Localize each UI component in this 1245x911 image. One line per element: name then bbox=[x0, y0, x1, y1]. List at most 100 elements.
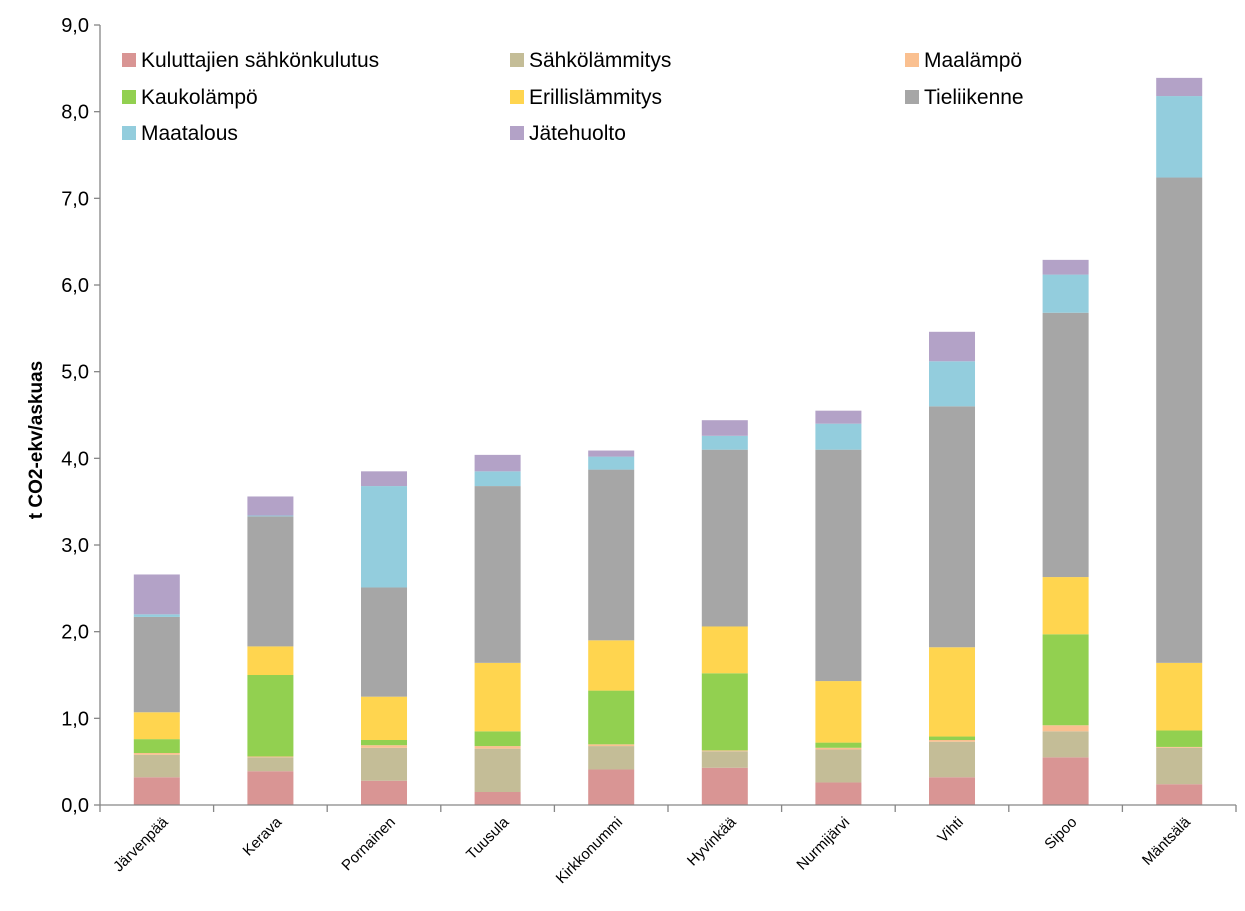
bar-segment-8-2 bbox=[929, 741, 976, 778]
bar-segment-10-6 bbox=[1156, 177, 1203, 663]
legend-label: Kaukolämpö bbox=[141, 86, 258, 109]
bar-segment-5-4 bbox=[588, 690, 635, 745]
bar-segment-3-4 bbox=[361, 740, 408, 746]
bar-segment-9-8 bbox=[1042, 259, 1089, 275]
bar-segment-5-8 bbox=[588, 450, 635, 457]
bar-segment-1-7 bbox=[133, 614, 180, 617]
legend-label: Maatalous bbox=[141, 122, 238, 145]
legend-label: Erillislämmitys bbox=[529, 86, 662, 109]
bar-segment-4-1 bbox=[474, 792, 521, 805]
bar-segment-9-7 bbox=[1042, 274, 1089, 313]
bar-segment-1-6 bbox=[133, 616, 180, 713]
legend-swatch bbox=[122, 126, 136, 140]
bar-segment-9-6 bbox=[1042, 312, 1089, 578]
y-tick-label: 3,0 bbox=[61, 535, 89, 557]
category-label: Vihti bbox=[934, 814, 966, 846]
category-labels: Järvenpää Kerava Pornainen Tuusula Kirkkonum… bbox=[110, 813, 1194, 887]
bar-segment-7-6 bbox=[815, 449, 862, 682]
bar-segment-2-1 bbox=[247, 771, 294, 805]
bar-segment-5-7 bbox=[588, 456, 635, 470]
bar-segment-3-2 bbox=[361, 747, 408, 781]
bar-segment-3-6 bbox=[361, 587, 408, 697]
category-label: Mäntsälä bbox=[1139, 813, 1195, 869]
legend-swatch bbox=[510, 126, 524, 140]
legend-swatch bbox=[905, 53, 919, 67]
bar-segment-6-8 bbox=[701, 420, 748, 436]
bar-segment-4-6 bbox=[474, 486, 521, 663]
category-label: Hyvinkää bbox=[684, 813, 740, 869]
bar-segment-3-7 bbox=[361, 486, 408, 588]
bar-segment-6-1 bbox=[701, 767, 748, 805]
bar-segment-4-7 bbox=[474, 471, 521, 487]
bar-segment-2-6 bbox=[247, 516, 294, 647]
bar-segment-8-5 bbox=[929, 647, 976, 737]
bar-segment-7-7 bbox=[815, 423, 862, 450]
category-label: Nurmijärvi bbox=[793, 814, 853, 874]
bar-segment-4-5 bbox=[474, 662, 521, 732]
legend-swatch bbox=[510, 90, 524, 104]
legend-swatch bbox=[122, 53, 136, 67]
bar-segment-2-8 bbox=[247, 496, 294, 516]
y-tick-labels: 0,0 1,0 2,0 3,0 4,0 5,0 6,0 7,0 8,0 9,0 bbox=[61, 15, 89, 817]
bar-segment-6-4 bbox=[701, 673, 748, 751]
bar-segment-7-2 bbox=[815, 749, 862, 783]
bar-segment-10-3 bbox=[1156, 746, 1203, 748]
bar-segment-8-6 bbox=[929, 406, 976, 648]
bar-segment-10-4 bbox=[1156, 730, 1203, 747]
bar-segment-10-1 bbox=[1156, 784, 1203, 805]
legend-swatch bbox=[122, 90, 136, 104]
bar-segment-2-4 bbox=[247, 675, 294, 757]
y-tick-label: 7,0 bbox=[61, 188, 89, 210]
category-label: Kerava bbox=[240, 813, 286, 859]
y-axis-label: t CO2-ekv/askuas bbox=[26, 361, 47, 519]
bar-segment-1-5 bbox=[133, 712, 180, 740]
bar-segment-2-2 bbox=[247, 757, 294, 772]
bar-segment-9-4 bbox=[1042, 634, 1089, 726]
bar-segment-7-4 bbox=[815, 742, 862, 748]
bar-segment-6-6 bbox=[701, 449, 748, 627]
bar-segment-2-3 bbox=[247, 756, 294, 758]
bar-segment-10-8 bbox=[1156, 77, 1203, 97]
y-tick-label: 0,0 bbox=[61, 795, 89, 817]
y-tick-label: 1,0 bbox=[61, 708, 89, 730]
bar-segment-5-2 bbox=[588, 746, 635, 770]
y-tick-label: 4,0 bbox=[61, 448, 89, 470]
bar-segment-9-3 bbox=[1042, 725, 1089, 732]
y-tick-label: 2,0 bbox=[61, 622, 89, 644]
bar-segment-5-5 bbox=[588, 640, 635, 691]
bar-segment-9-1 bbox=[1042, 757, 1089, 805]
bar-segment-1-4 bbox=[133, 739, 180, 753]
bars-layer bbox=[133, 77, 1203, 805]
bar-segment-4-3 bbox=[474, 746, 521, 749]
category-label: Kirkkonummi bbox=[553, 814, 626, 887]
bar-segment-7-5 bbox=[815, 681, 862, 743]
category-label: Sipoo bbox=[1041, 814, 1080, 853]
bar-segment-8-1 bbox=[929, 777, 976, 805]
bar-segment-3-3 bbox=[361, 745, 408, 748]
bar-segment-3-5 bbox=[361, 696, 408, 740]
bar-segment-10-5 bbox=[1156, 662, 1203, 731]
y-tick-label: 9,0 bbox=[61, 15, 89, 37]
category-label: Pornainen bbox=[338, 814, 398, 874]
bar-segment-9-5 bbox=[1042, 577, 1089, 635]
legend-label: Kuluttajien sähkönkulutus bbox=[141, 49, 379, 72]
legend-swatch bbox=[905, 90, 919, 104]
legend-label: Tieliikenne bbox=[924, 86, 1024, 109]
bar-segment-5-1 bbox=[588, 769, 635, 805]
bar-segment-3-1 bbox=[361, 780, 408, 805]
bar-segment-8-8 bbox=[929, 331, 976, 362]
bar-segment-2-5 bbox=[247, 646, 294, 675]
bar-segment-2-7 bbox=[247, 515, 294, 517]
category-label: Järvenpää bbox=[110, 813, 172, 875]
bar-segment-7-1 bbox=[815, 782, 862, 805]
bar-segment-4-2 bbox=[474, 748, 521, 792]
legend-label: Maalämpö bbox=[924, 49, 1022, 72]
legend-label: Sähkölämmitys bbox=[529, 49, 671, 72]
bar-segment-6-5 bbox=[701, 626, 748, 674]
bar-segment-7-8 bbox=[815, 410, 862, 424]
bar-segment-6-7 bbox=[701, 435, 748, 450]
bar-segment-8-3 bbox=[929, 740, 976, 742]
y-tick-label: 6,0 bbox=[61, 275, 89, 297]
axes-layer bbox=[94, 24, 1237, 812]
